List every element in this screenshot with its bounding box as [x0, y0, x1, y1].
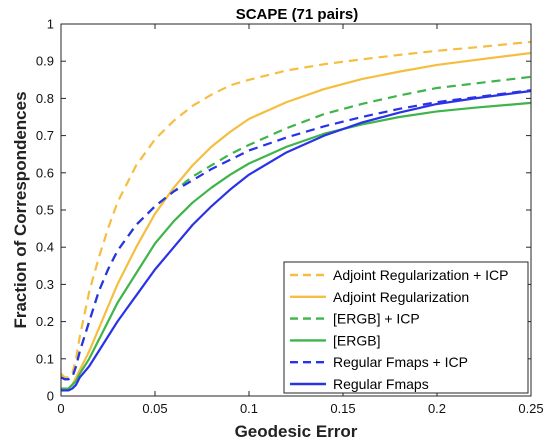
legend-label-4: [ERGB] — [333, 332, 380, 348]
legend-label-2: Adjoint Regularization — [333, 289, 469, 305]
y-tick-label: 0.9 — [36, 54, 54, 69]
x-axis-label: Geodesic Error — [235, 422, 358, 441]
x-tick-label: 0.05 — [142, 401, 167, 416]
x-tick-label: 0.15 — [330, 401, 355, 416]
y-tick-label: 0.1 — [36, 351, 54, 366]
y-tick-label: 0.4 — [36, 240, 54, 255]
legend-label-1: Adjoint Regularization + ICP — [333, 267, 509, 283]
legend-label-5: Regular Fmaps + ICP — [333, 354, 468, 370]
chart-title: SCAPE (71 pairs) — [236, 6, 359, 23]
x-tick-label: 0.2 — [428, 401, 446, 416]
x-tick-label: 0 — [57, 401, 64, 416]
legend: Adjoint Regularization + ICP Adjoint Regu… — [283, 261, 529, 394]
y-tick-label: 0.2 — [36, 314, 54, 329]
y-axis-label: Fraction of Correspondences — [11, 91, 30, 328]
series-line-5 — [61, 89, 531, 381]
legend-box — [283, 261, 529, 394]
series-layer — [61, 40, 531, 392]
series-line-2 — [61, 51, 531, 390]
x-tick-label: 0.25 — [518, 401, 543, 416]
y-tick-label: 0 — [47, 389, 54, 404]
legend-label-3: [ERGB] + ICP — [333, 311, 420, 327]
series-line-6 — [61, 89, 531, 392]
y-tick-label: 0.8 — [36, 91, 54, 106]
y-tick-label: 0.5 — [36, 203, 54, 218]
y-tick-label: 0.7 — [36, 128, 54, 143]
series-line-4 — [61, 101, 531, 390]
x-tick-label: 0.1 — [240, 401, 258, 416]
y-tick-label: 0.3 — [36, 277, 54, 292]
series-line-1 — [61, 40, 531, 379]
y-tick-label: 1 — [47, 17, 54, 32]
legend-label-6: Regular Fmaps — [333, 376, 429, 392]
ticks-layer: 0 0.05 0.1 0.15 0.2 0.25 0 0.1 0.2 0.3 0.4 0.5 0.6 0.… — [36, 17, 544, 417]
y-tick-label: 0.6 — [36, 165, 54, 180]
